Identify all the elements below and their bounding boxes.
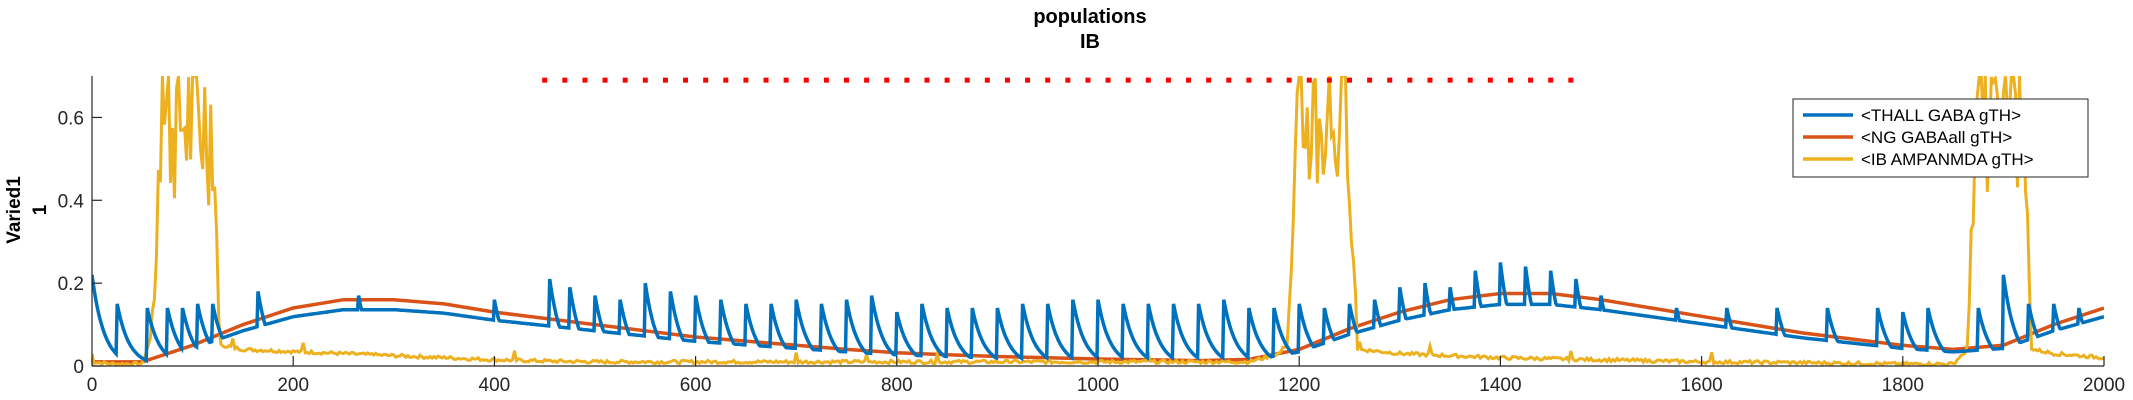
stimulus-marker-dot (1407, 77, 1413, 83)
x-tick-label: 400 (479, 375, 511, 396)
stimulus-marker-dot (864, 77, 870, 83)
stimulus-marker-dot (723, 77, 729, 83)
stimulus-marker-dot (1226, 77, 1232, 83)
stimulus-marker-dot (542, 77, 548, 83)
stimulus-marker-dot (1568, 77, 1574, 83)
stimulus-marker-dot (1467, 77, 1473, 83)
stimulus-marker-dot (944, 77, 950, 83)
stimulus-marker-dot (884, 77, 890, 83)
axes: 0 200 400 600 800 1000 1200 1400 1600 1800 2000 0 0.… (58, 76, 2125, 396)
stimulus-marker-dot (1206, 77, 1212, 83)
x-tick-label: 1000 (1077, 375, 1119, 396)
stimulus-marker-dot (582, 77, 588, 83)
stimulus-marker-dot (1347, 77, 1352, 83)
stimulus-marker-dot (1266, 77, 1272, 83)
stimulus-marker-dot (622, 77, 628, 83)
stimulus-marker-dot (763, 77, 769, 83)
stimulus-marker-dot (984, 77, 990, 83)
x-tick-label: 1800 (1882, 375, 1924, 396)
stimulus-marker-dot (1085, 77, 1091, 83)
y-axis-label: Varied1 (4, 176, 25, 244)
x-tick-label: 600 (680, 375, 712, 396)
stimulus-marker-dot (1528, 77, 1534, 83)
x-tick-label: 200 (277, 375, 309, 396)
y-tick-label: 0.2 (58, 274, 84, 295)
stimulus-marker-dot (1306, 77, 1312, 83)
stimulus-marker-dot (1145, 77, 1151, 83)
stimulus-marker-dot (844, 77, 849, 83)
legend-entry: <NG GABAall gTH> (1861, 128, 2012, 147)
x-tick-label: 1600 (1680, 375, 1722, 396)
stimulus-marker-dot (1286, 77, 1292, 83)
stimulus-marker-dot (662, 77, 668, 83)
stimulus-marker-dot (904, 77, 910, 83)
stimulus-marker-dot (1367, 77, 1373, 83)
stimulus-marker-dot (1387, 77, 1393, 83)
chart-subtitle: IB (1080, 31, 1100, 53)
x-tick-label: 2000 (2083, 375, 2125, 396)
stimulus-marker-dot (823, 77, 829, 83)
stimulus-marker-dot (964, 77, 970, 83)
legend-entry: <THALL GABA gTH> (1861, 106, 2021, 125)
stimulus-marker-dot (1427, 77, 1433, 83)
stimulus-marker-dot (1246, 77, 1252, 83)
stimulus-marker-dot (803, 77, 809, 83)
stimulus-marker-dot (602, 77, 608, 83)
stimulus-marker-dot (1326, 77, 1332, 83)
stimulus-marker-dot (703, 77, 709, 83)
stimulus-marker-dot (924, 77, 930, 83)
stimulus-marker-dot (743, 77, 749, 83)
legend-entry: <IB AMPANMDA gTH> (1861, 150, 2034, 169)
stimulus-marker-dot (1487, 77, 1493, 83)
stimulus-marker-dot (1065, 77, 1071, 83)
stimulus-marker-dot (1045, 77, 1051, 83)
series-line-thall-gaba (92, 262, 2104, 364)
stimulus-marker-dot (1105, 77, 1111, 83)
stimulus-marker-dot (642, 77, 648, 83)
stimulus-marker-dot (1447, 77, 1453, 83)
stimulus-marker-dot (1025, 77, 1031, 83)
stimulus-marker-dot (1186, 77, 1192, 83)
stimulus-marker-dot (683, 77, 689, 83)
x-tick-label: 1200 (1278, 375, 1320, 396)
stimulus-marker-dot (1548, 77, 1554, 83)
stimulus-marker-dot (1507, 77, 1513, 83)
y-tick-label: 0 (73, 357, 84, 378)
y-tick-label: 0.4 (58, 191, 85, 212)
x-tick-label: 800 (881, 375, 913, 396)
x-tick-label: 0 (87, 375, 98, 396)
y-axis-label-line2: 1 (30, 204, 51, 215)
legend: <THALL GABA gTH> <NG GABAall gTH> <IB AMPA… (1792, 98, 2089, 178)
chart-title: populations (1033, 6, 1146, 28)
x-tick-label: 1400 (1479, 375, 1521, 396)
stimulus-marker-dot (1125, 77, 1131, 83)
stimulus-marker-dot (1165, 77, 1171, 83)
stimulus-marker-dot (783, 77, 789, 83)
stimulus-marker-dot (1004, 77, 1010, 83)
y-tick-label: 0.6 (58, 108, 84, 129)
stimulus-marker-dot (562, 77, 568, 83)
